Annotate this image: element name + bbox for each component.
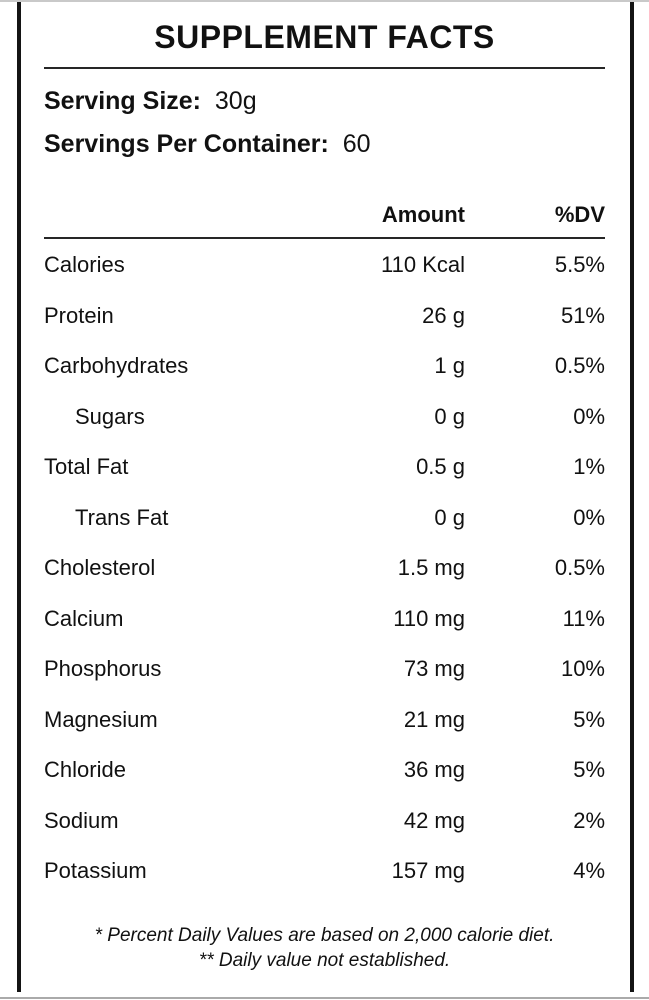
nutrient-amount: 1 g <box>434 353 465 379</box>
nutrient-table: Calories 110 Kcal 5.5% Protein 26 g 51% … <box>44 240 605 897</box>
table-row: Calories 110 Kcal 5.5% <box>44 240 605 291</box>
nutrient-name: Calories <box>44 252 125 278</box>
nutrient-name: Sugars <box>75 403 145 429</box>
nutrient-name: Cholesterol <box>44 555 156 581</box>
dv-column-header: %DV <box>554 202 605 227</box>
nutrient-amount: 110 mg <box>393 605 465 631</box>
nutrient-dv: 1% <box>573 454 605 480</box>
nutrient-name: Chloride <box>44 757 126 783</box>
nutrient-name: Protein <box>44 302 114 328</box>
nutrient-dv: 2% <box>573 807 605 833</box>
table-row: Magnesium 21 mg 5% <box>44 695 605 746</box>
nutrient-dv: 0% <box>573 403 605 429</box>
nutrient-dv: 51% <box>560 302 605 328</box>
nutrient-dv: 11% <box>562 605 605 631</box>
nutrient-amount: 73 mg <box>403 656 465 682</box>
nutrient-name: Potassium <box>44 858 147 884</box>
bottom-hairline <box>0 997 649 999</box>
nutrient-amount: 42 mg <box>403 807 465 833</box>
footnotes: * Percent Daily Values are based on 2,00… <box>44 923 605 973</box>
table-row: Calcium 110 mg 11% <box>44 594 605 645</box>
serving-size-value-text: 30g <box>214 87 257 115</box>
nutrient-name: Total Fat <box>44 454 129 480</box>
nutrient-dv: 10% <box>560 656 605 682</box>
label-border-left <box>17 2 21 992</box>
nutrient-amount: 26 g <box>422 302 465 328</box>
nutrient-amount: 36 mg <box>403 757 465 783</box>
nutrient-dv: 0.5% <box>554 353 605 379</box>
title-divider <box>44 67 605 69</box>
nutrient-name: Sodium <box>44 807 119 833</box>
nutrient-dv: 0.5% <box>554 555 605 581</box>
nutrient-amount: 110 Kcal <box>381 252 465 278</box>
nutrient-name: Trans Fat <box>75 504 169 530</box>
table-row: Phosphorus 73 mg 10% <box>44 644 605 695</box>
panel-title: SUPPLEMENT FACTS <box>154 19 495 55</box>
footnote-not-established: ** Daily value not established. <box>198 949 451 971</box>
nutrient-amount: 0 g <box>434 403 465 429</box>
servings-per-container-line: Servings Per Container: 60 <box>44 129 605 159</box>
nutrient-name: Phosphorus <box>44 656 162 682</box>
nutrient-amount: 1.5 mg <box>397 555 465 581</box>
nutrient-dv: 5% <box>573 706 605 732</box>
table-row: Cholesterol 1.5 mg 0.5% <box>44 543 605 594</box>
nutrient-dv: 5% <box>573 757 605 783</box>
table-row: Potassium 157 mg 4% <box>44 846 605 897</box>
supplement-facts-panel: SUPPLEMENT FACTS Serving Size: 30g Servi… <box>44 0 605 973</box>
nutrient-name: Magnesium <box>44 706 158 732</box>
serving-size-line: Serving Size: 30g <box>44 86 605 116</box>
nutrient-dv: 5.5% <box>554 252 605 278</box>
footnote-daily-values: * Percent Daily Values are based on 2,00… <box>94 924 555 946</box>
table-row: Sugars 0 g 0% <box>44 392 605 443</box>
table-header-row: Amount %DV <box>44 203 605 227</box>
serving-size-label: Serving Size: <box>44 87 201 115</box>
table-row: Total Fat 0.5 g 1% <box>44 442 605 493</box>
header-divider <box>44 237 605 239</box>
nutrient-name: Calcium <box>44 605 124 631</box>
label-border-right <box>630 2 634 992</box>
nutrient-amount: 0 g <box>434 504 465 530</box>
nutrient-amount: 157 mg <box>391 858 465 884</box>
table-row: Chloride 36 mg 5% <box>44 745 605 796</box>
table-row: Trans Fat 0 g 0% <box>44 493 605 544</box>
nutrient-amount: 21 mg <box>403 706 465 732</box>
servings-per-container-value <box>336 130 343 158</box>
amount-column-header: Amount <box>381 202 465 227</box>
servings-per-container-label: Servings Per Container: <box>44 130 329 158</box>
table-row: Protein 26 g 51% <box>44 291 605 342</box>
servings-per-container-value-text: 60 <box>342 130 371 158</box>
table-row: Carbohydrates 1 g 0.5% <box>44 341 605 392</box>
nutrient-amount: 0.5 g <box>416 454 465 480</box>
top-hairline <box>0 0 649 2</box>
nutrient-dv: 0% <box>573 504 605 530</box>
table-row: Sodium 42 mg 2% <box>44 796 605 847</box>
nutrient-name: Carbohydrates <box>44 353 189 379</box>
nutrient-dv: 4% <box>573 858 605 884</box>
serving-size-value <box>208 87 215 115</box>
